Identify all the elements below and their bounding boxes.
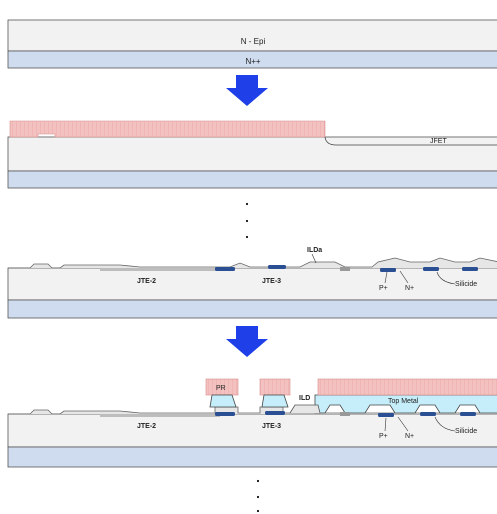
jfet-implant-region [324,136,497,146]
photoresist-block [259,378,291,396]
n-plus-leader-line [397,416,409,432]
jte2-label: JTE-2 [137,423,156,430]
pr-label: PR [216,385,226,392]
jte3-label: JTE-3 [262,278,281,285]
ild-layer [289,404,321,414]
panel-3-device-structure: JTE-2 JTE-3 ILDa P+ N+ Silicide [7,247,497,319]
n-plus-substrate [7,50,497,69]
p-plus-implant [265,411,285,415]
top-metal-layer [314,394,497,414]
p-plus-leader-line [384,417,387,432]
p-plus-implant [423,267,439,271]
top-metal-island [261,394,289,408]
source-contact [340,267,350,271]
silicide-label: Silicide [455,428,477,435]
n-epi-layer [7,413,497,448]
n-plus-substrate [7,299,497,319]
n-plus-leader-line [399,270,409,284]
n-plus-substrate [7,170,497,189]
ellipsis-dots [245,202,249,239]
p-plus-implant [380,268,396,272]
p-plus-implant [215,267,235,271]
field-oxide-layer [8,257,497,269]
p-plus-implant [268,265,286,269]
top-metal-label: Top Metal [388,398,419,405]
p-plus-implant [420,412,436,416]
jte-implant-region [100,414,220,417]
n-epi-layer [7,267,497,301]
panel-1-starting-wafer: N - Epi N++ [7,19,497,69]
jfet-label: JFET [430,138,447,145]
p-plus-label: P+ [379,433,388,440]
ilda-label: ILDa [307,247,322,254]
p-plus-implant [378,413,394,417]
photoresist-mask [9,120,326,138]
ellipsis-dots [256,479,260,513]
n-plus-substrate [7,446,497,468]
top-metal-island [209,394,237,408]
photoresist-block [317,378,497,396]
substrate-label: N++ [245,57,260,66]
n-epi-label: N - Epi [241,37,266,46]
ild-label: ILD [299,395,310,402]
jte3-label: JTE-3 [262,423,281,430]
p-plus-leader-line [384,271,388,284]
n-plus-label: N+ [405,433,414,440]
jte-implant-region [100,268,220,271]
source-contact [340,412,350,416]
silicide-leader-line [434,416,456,432]
panel-4-top-metal-etch: PR ILD Top Metal JTE-2 JTE-3 P+ N+ Silic… [7,378,497,468]
n-epi-layer [7,19,497,52]
p-plus-implant [460,412,476,416]
jte2-label: JTE-2 [137,278,156,285]
process-step-arrow [226,326,268,357]
n-epi-layer [7,136,497,172]
silicide-label: Silicide [455,281,477,288]
n-plus-label: N+ [405,285,414,292]
ilda-leader-line [311,253,317,264]
process-step-arrow [226,75,268,106]
p-plus-label: P+ [379,285,388,292]
panel-2-jfet-implant: JFET [7,120,497,189]
p-plus-implant [215,412,235,416]
p-plus-implant [462,267,478,271]
silicide-leader-line [436,271,456,285]
